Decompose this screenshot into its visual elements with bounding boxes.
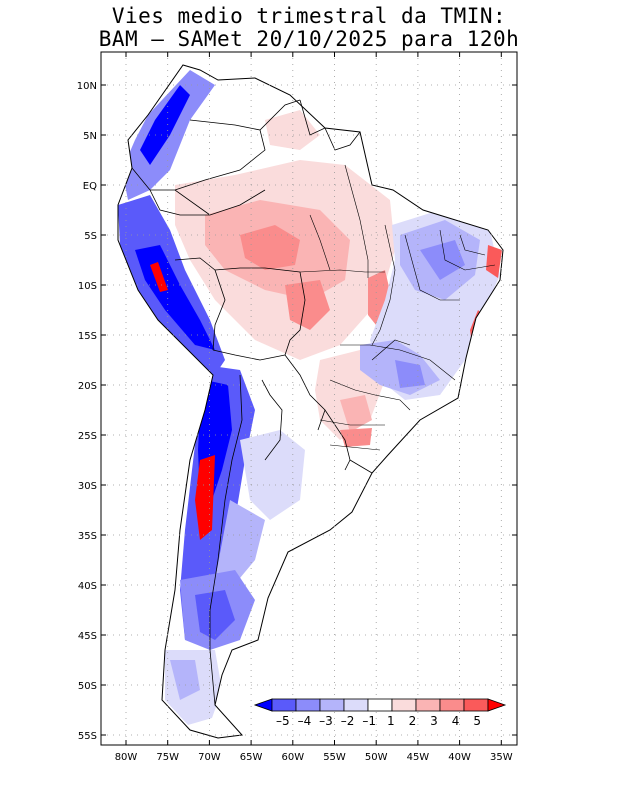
- axes: 10N 5N EQ 5S 10S 15S 20S 25S 30S 35S 40S 45S 50S 55S 8…: [77, 52, 517, 763]
- colorbar-segment: [319, 698, 345, 712]
- positive-peru-spot: [150, 262, 168, 292]
- colorbar-label: 2: [409, 714, 417, 728]
- colorbar-label: –1: [362, 714, 376, 728]
- lon-label: 35W: [490, 752, 513, 763]
- lat-label: 30S: [78, 481, 97, 492]
- positive-mato-grosso: [285, 280, 330, 330]
- colorbar-label: 4: [452, 714, 460, 728]
- country-borders: [131, 99, 373, 706]
- positive-south-brazil: [340, 428, 372, 447]
- colorbar-label: –3: [319, 714, 333, 728]
- strong-negative-colombia: [140, 85, 190, 165]
- negative-chile-andes: [180, 365, 255, 640]
- negative-argentina-central: [215, 500, 265, 590]
- lon-label: 70W: [198, 752, 221, 763]
- lat-label: 45S: [78, 631, 97, 642]
- colorbar-segment: [271, 698, 297, 712]
- positive-amazon-core: [240, 225, 300, 270]
- colorbar-segment: [367, 698, 393, 712]
- lon-label: 65W: [240, 752, 263, 763]
- lon-label: 75W: [156, 752, 179, 763]
- lat-label: 10N: [77, 81, 97, 92]
- lon-label: 45W: [407, 752, 430, 763]
- colorbar-segment: [415, 698, 441, 712]
- positive-parana: [340, 395, 372, 432]
- lon-label: 40W: [448, 752, 471, 763]
- lat-label: 25S: [78, 431, 97, 442]
- negative-minas-core: [395, 360, 425, 388]
- lon-label: 50W: [365, 752, 388, 763]
- colorbar-label: –4: [298, 714, 312, 728]
- lat-label: 35S: [78, 531, 97, 542]
- colorbar-segment: [343, 698, 369, 712]
- colorbar-label: 3: [430, 714, 438, 728]
- negative-patagonia-core: [195, 590, 235, 640]
- colorbar-segment: [295, 698, 321, 712]
- colorbar-arrow-right: [487, 698, 507, 712]
- lon-label: 55W: [323, 752, 346, 763]
- lat-label: 10S: [78, 281, 97, 292]
- colorbar-label: –5: [276, 714, 290, 728]
- anomaly-field: [118, 70, 502, 725]
- lat-label: 50S: [78, 681, 97, 692]
- positive-northeast-tip: [486, 245, 502, 278]
- colorbar: –5 –4 –3 –2 –1 1 2 3 4 5: [253, 698, 507, 728]
- lat-label: 15S: [78, 331, 97, 342]
- negative-northeast-core: [420, 240, 465, 280]
- map-title-line1: Vies medio trimestral da TMIN:: [111, 4, 507, 28]
- lon-label: 80W: [115, 752, 138, 763]
- lat-label: 20S: [78, 381, 97, 392]
- lat-label: 5S: [84, 231, 97, 242]
- colorbar-label: 1: [387, 714, 395, 728]
- map-title-line2: BAM – SAMet 20/10/2025 para 120h: [98, 27, 520, 51]
- lat-label: 55S: [78, 731, 97, 742]
- state-borders: [299, 164, 496, 451]
- lat-label: EQ: [83, 181, 97, 192]
- positive-chile-strip: [195, 455, 215, 540]
- lat-label: 5N: [83, 131, 97, 142]
- colorbar-segment: [391, 698, 417, 712]
- colorbar-segment: [463, 698, 489, 712]
- colorbar-segment: [439, 698, 465, 712]
- lat-label: 40S: [78, 581, 97, 592]
- lon-label: 60W: [281, 752, 304, 763]
- negative-south-patagonia: [170, 660, 200, 700]
- weak-negative-argentina-north: [240, 430, 305, 520]
- colorbar-label: –2: [341, 714, 355, 728]
- colorbar-label: 5: [473, 714, 481, 728]
